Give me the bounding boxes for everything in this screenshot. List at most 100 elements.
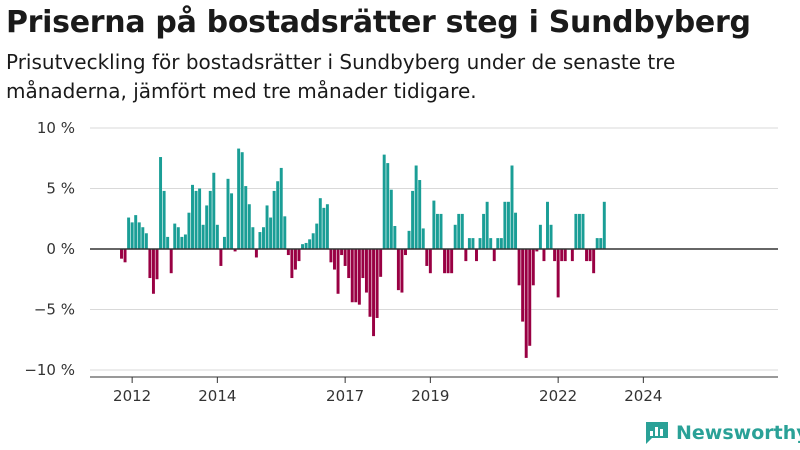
bar xyxy=(198,188,202,249)
bar xyxy=(315,223,319,249)
bar xyxy=(489,238,493,249)
bar xyxy=(506,201,510,249)
bar xyxy=(496,238,500,249)
bar xyxy=(446,249,450,274)
bar xyxy=(297,249,301,262)
bar xyxy=(318,198,322,249)
x-tick-label: 2012 xyxy=(113,387,151,405)
bar xyxy=(308,239,312,249)
bar xyxy=(404,249,407,256)
bar xyxy=(134,215,138,249)
bar xyxy=(521,249,525,322)
bar xyxy=(208,190,212,249)
bar xyxy=(183,234,187,249)
bar xyxy=(254,249,258,258)
bar xyxy=(233,249,237,252)
bar xyxy=(336,249,340,294)
bar xyxy=(127,217,131,249)
bar xyxy=(322,207,326,249)
bar xyxy=(222,236,226,249)
bar xyxy=(588,249,592,262)
bar xyxy=(464,249,468,262)
bar xyxy=(180,236,184,249)
newsworthy-logo-text: Newsworthy xyxy=(676,422,800,444)
bar xyxy=(368,249,372,317)
newsworthy-logo[interactable]: Newsworthy xyxy=(644,418,800,448)
bar xyxy=(286,249,290,256)
bar xyxy=(574,213,578,249)
bar xyxy=(432,200,436,249)
bar xyxy=(542,249,546,262)
bar xyxy=(325,204,329,249)
bar xyxy=(290,249,294,279)
bar xyxy=(279,167,283,249)
bar xyxy=(592,249,596,274)
bar xyxy=(141,227,145,249)
bar xyxy=(581,213,585,249)
bar xyxy=(350,249,354,303)
bar xyxy=(517,249,521,286)
bar xyxy=(386,163,390,249)
x-tick-label: 2022 xyxy=(539,387,577,405)
chart-title: Priserna på bostadsrätter steg i Sundbyb… xyxy=(6,5,751,40)
bar xyxy=(187,212,191,249)
bar xyxy=(407,230,411,249)
bar xyxy=(247,204,251,249)
bar xyxy=(396,249,400,291)
bar xyxy=(262,227,265,249)
bars xyxy=(120,148,606,358)
bar xyxy=(602,201,606,249)
bar xyxy=(144,233,148,249)
bar xyxy=(311,233,315,249)
bar xyxy=(340,249,344,256)
bar xyxy=(475,249,478,262)
bar xyxy=(556,249,560,298)
bar xyxy=(457,213,461,249)
bar xyxy=(499,238,503,249)
bar xyxy=(485,201,489,249)
bar xyxy=(510,165,514,249)
bar xyxy=(421,228,425,249)
bar xyxy=(123,249,127,263)
bar xyxy=(450,249,454,274)
bar xyxy=(219,249,223,266)
bar xyxy=(528,249,532,346)
bar xyxy=(414,165,418,249)
y-axis-labels: 10 % 5 % 0 % −5 % −10 % xyxy=(24,119,75,379)
bar xyxy=(471,238,475,249)
bar xyxy=(237,148,241,249)
bar xyxy=(265,205,269,249)
x-tick-label: 2017 xyxy=(326,387,364,405)
bar xyxy=(215,224,219,249)
bar xyxy=(379,249,383,277)
bar xyxy=(393,226,397,249)
bar xyxy=(553,249,557,262)
y-tick-label: −10 % xyxy=(24,361,75,379)
bar xyxy=(276,181,280,249)
bar xyxy=(244,186,248,249)
last-value-annotation: 4 % xyxy=(657,0,686,4)
bar xyxy=(364,249,368,293)
y-tick-label: 5 % xyxy=(46,180,75,198)
bar xyxy=(439,213,443,249)
bar xyxy=(382,154,386,249)
bar xyxy=(546,201,549,249)
bar xyxy=(354,249,358,303)
bar xyxy=(194,190,198,249)
bar xyxy=(347,249,351,279)
bar xyxy=(585,249,589,262)
bar xyxy=(226,178,230,249)
y-tick-label: −5 % xyxy=(34,301,75,319)
bar xyxy=(570,249,574,262)
bar xyxy=(428,249,432,274)
bar xyxy=(478,238,482,249)
bar xyxy=(272,190,276,249)
bar xyxy=(411,190,415,249)
bar xyxy=(240,152,244,249)
bar xyxy=(333,249,336,270)
bar xyxy=(148,249,152,279)
bar xyxy=(535,249,539,252)
bar xyxy=(205,205,209,249)
bar xyxy=(169,249,173,274)
bar xyxy=(482,213,486,249)
